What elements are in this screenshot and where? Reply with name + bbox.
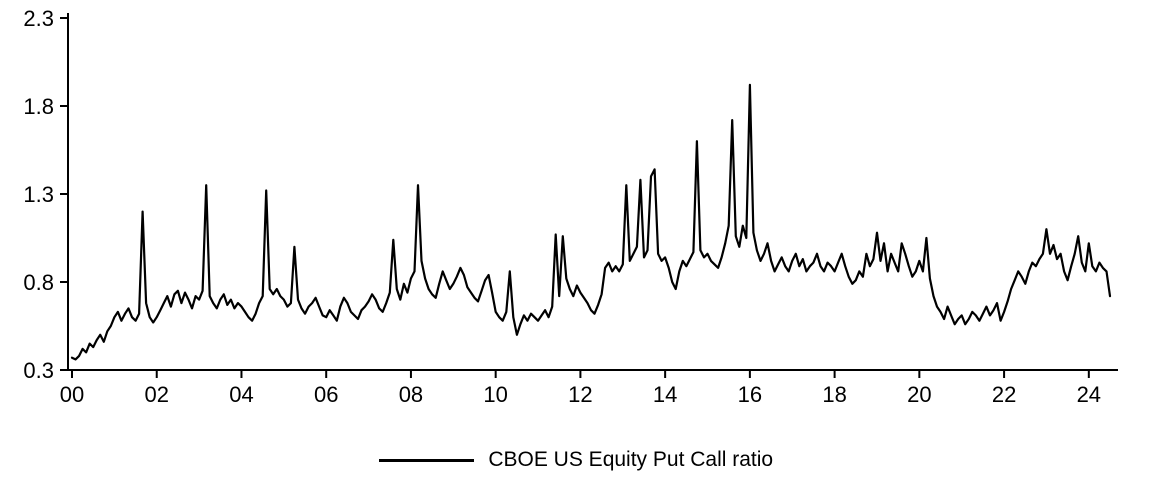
x-tick-label: 08 — [399, 382, 423, 407]
x-tick-label: 04 — [229, 382, 253, 407]
y-tick-label: 2.3 — [23, 6, 54, 31]
x-tick-label: 22 — [992, 382, 1016, 407]
x-tick-label: 10 — [483, 382, 507, 407]
legend-label: CBOE US Equity Put Call ratio — [488, 448, 774, 471]
x-tick-label: 20 — [907, 382, 931, 407]
y-tick-label: 0.8 — [23, 270, 54, 295]
chart-svg: 0.3 0.8 1.3 1.8 2.3 00 02 04 06 08 10 12 14 16 18 20 22 2… — [23, 6, 1118, 407]
x-tick-label: 06 — [314, 382, 338, 407]
legend-line-marker — [378, 458, 474, 462]
series-line — [70, 83, 1112, 361]
x-tick-label: 14 — [653, 382, 677, 407]
y-tick-label: 1.3 — [23, 182, 54, 207]
x-tick-label: 16 — [738, 382, 762, 407]
x-tick-label: 12 — [568, 382, 592, 407]
y-tick-label: 0.3 — [23, 358, 54, 383]
x-tick-label: 00 — [60, 382, 84, 407]
y-tick-label: 1.8 — [23, 94, 54, 119]
x-tick-label: 18 — [822, 382, 846, 407]
x-tick-label: 02 — [144, 382, 168, 407]
x-tick-label: 24 — [1077, 382, 1101, 407]
chart-legend: CBOE US Equity Put Call ratio — [0, 448, 1152, 472]
